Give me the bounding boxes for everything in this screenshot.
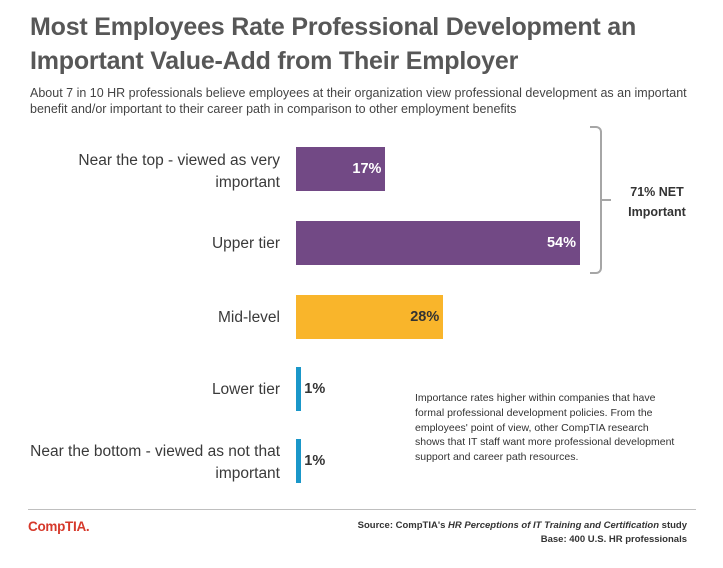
chart-title: Most Employees Rate Professional Develop… <box>30 13 637 75</box>
chart-subtitle: About 7 in 10 HR professionals believe e… <box>30 86 687 116</box>
comptia-logo: CompTIA. <box>28 519 90 534</box>
category-label-upper-tier: Upper tier <box>211 235 280 252</box>
category-label-lower-tier: Lower tier <box>211 381 280 398</box>
category-label-near-top: Near the top - viewed as very important <box>78 152 280 191</box>
value-label-upper-tier: 54% <box>546 235 576 251</box>
category-label-mid-level: Mid-level <box>217 309 280 326</box>
value-label-near-bottom: 1% <box>304 453 326 469</box>
value-label-near-top: 17% <box>352 161 382 177</box>
value-label-mid-level: 28% <box>410 309 440 325</box>
footer-divider <box>28 509 696 510</box>
value-label-lower-tier: 1% <box>304 381 326 397</box>
source-suffix: study <box>659 520 687 531</box>
source-title: HR Perceptions of IT Training and Certif… <box>448 520 660 531</box>
bar-mid-level <box>296 295 444 339</box>
source-line: Source: CompTIA's HR Perceptions of IT T… <box>358 519 687 533</box>
source-prefix: Source: CompTIA's <box>357 520 449 531</box>
bar-near-bottom <box>296 439 302 483</box>
net-important-label: 71% NET Important <box>628 185 686 219</box>
net-important-bracket-tick <box>601 199 611 201</box>
base-line: Base: 400 U.S. HR professionals <box>540 534 687 545</box>
category-label-near-bottom: Near the bottom - viewed as not that imp… <box>30 443 280 482</box>
source-note: Source: CompTIA's HR Perceptions of IT T… <box>358 519 687 547</box>
bar-near-top <box>296 147 386 191</box>
bar-lower-tier <box>296 367 302 411</box>
annotation-note: Importance rates higher within companies… <box>415 392 675 464</box>
bar-upper-tier <box>296 221 580 265</box>
